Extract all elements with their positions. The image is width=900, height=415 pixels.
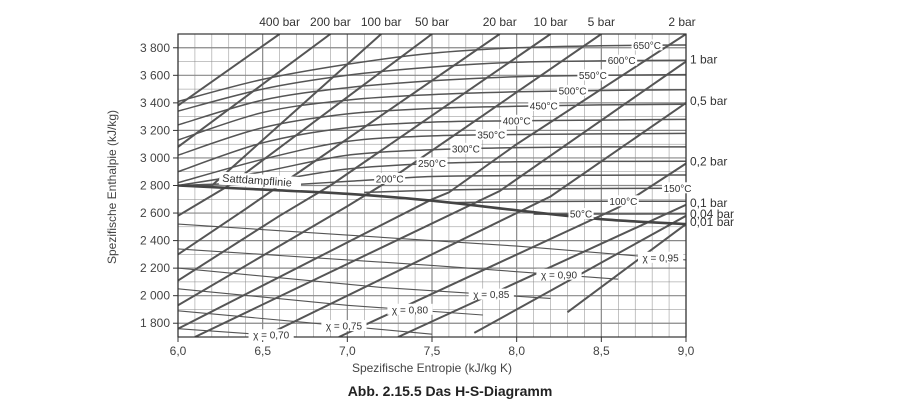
isotherm-label: 350°C bbox=[477, 130, 505, 141]
isotherm-line bbox=[178, 103, 686, 156]
saturation-line bbox=[178, 184, 686, 226]
isobar-label: 200 bar bbox=[310, 15, 351, 29]
isotherm-line bbox=[178, 44, 686, 103]
isotherm-line bbox=[178, 146, 686, 187]
isotherm-label-bg bbox=[607, 195, 639, 207]
y-tick-label: 3 200 bbox=[140, 123, 170, 137]
isotherm-line bbox=[448, 200, 686, 204]
isotherm-label-bg bbox=[631, 39, 663, 51]
isotherm-label: 150°C bbox=[664, 184, 692, 195]
isotherm-line bbox=[178, 132, 686, 184]
isobar-line bbox=[178, 34, 433, 217]
isotherm-label: 650°C bbox=[633, 41, 661, 52]
isotherm-line bbox=[178, 118, 686, 173]
x-tick-label: 8,0 bbox=[508, 344, 525, 358]
figure-caption: Abb. 2.15.5 Das H-S-Diagramm bbox=[347, 383, 553, 399]
isotherm-label: 250°C bbox=[418, 159, 446, 170]
y-tick-label: 2 200 bbox=[140, 261, 170, 275]
quality-label: χ = 0,75 bbox=[326, 322, 363, 333]
isobar-label: 5 bar bbox=[588, 15, 615, 29]
y-tick-label: 3 400 bbox=[140, 96, 170, 110]
quality-label-bg bbox=[468, 288, 514, 300]
isobar-label: 20 bar bbox=[483, 15, 517, 29]
isotherm-line bbox=[279, 174, 686, 187]
isotherm-label: 500°C bbox=[559, 86, 587, 97]
y-tick-label: 3 600 bbox=[140, 68, 170, 82]
x-tick-label: 9,0 bbox=[678, 344, 695, 358]
x-axis-title: Spezifische Entropie (kJ/kg K) bbox=[352, 361, 512, 375]
quality-line bbox=[178, 310, 433, 335]
isobar-line bbox=[178, 34, 281, 107]
isotherm-line bbox=[178, 89, 686, 141]
isobar-line bbox=[178, 34, 552, 282]
y-tick-label: 3 800 bbox=[140, 41, 170, 55]
quality-label: χ = 0,85 bbox=[473, 290, 510, 301]
isotherm-label: 50°C bbox=[570, 210, 592, 221]
quality-label-bg bbox=[248, 329, 294, 341]
isotherm-label-bg bbox=[374, 172, 406, 184]
isobar-label: 10 bar bbox=[534, 15, 568, 29]
isotherm-label-bg bbox=[528, 99, 560, 111]
isobar-line bbox=[566, 223, 686, 314]
quality-label-bg bbox=[321, 320, 367, 332]
quality-label-bg bbox=[387, 303, 433, 315]
isotherm-label: 200°C bbox=[376, 174, 404, 185]
y-tick-label: 3 000 bbox=[140, 151, 170, 165]
saturation-label: Sattdampflinie bbox=[222, 173, 292, 190]
saturation-label-bg bbox=[218, 171, 302, 191]
quality-label: χ = 0,90 bbox=[541, 270, 578, 281]
isobar-line bbox=[178, 34, 602, 307]
quality-label: χ = 0,70 bbox=[253, 331, 290, 342]
quality-label: χ = 0,95 bbox=[643, 253, 680, 264]
x-tick-label: 8,5 bbox=[593, 344, 610, 358]
isobar-label: 0,01 bar bbox=[690, 215, 734, 229]
isobar-label: 100 bar bbox=[361, 15, 402, 29]
hs-diagram: 6,0 6,5 7,0 7,5 8,0 8,5 9,0 1 800 2 000 2 200 2 40… bbox=[105, 15, 734, 375]
isotherm-label-bg bbox=[662, 182, 694, 194]
isotherm-label: 400°C bbox=[503, 116, 531, 127]
isotherm-label: 550°C bbox=[579, 71, 607, 82]
isotherm-label: 450°C bbox=[530, 101, 558, 112]
x-tick-label: 6,0 bbox=[170, 344, 187, 358]
y-axis-title: Spezifische Enthalpie (kJ/kg) bbox=[105, 110, 119, 264]
quality-line bbox=[178, 223, 686, 261]
isotherm-label-bg bbox=[475, 128, 507, 140]
isobar-label: 0,1 bar bbox=[690, 196, 727, 210]
isotherm-label: 300°C bbox=[452, 144, 480, 155]
isobar-label: 0,04 bar bbox=[690, 207, 734, 221]
isotherm-line bbox=[178, 59, 686, 112]
y-tick-label: 2 000 bbox=[140, 289, 170, 303]
quality-label: χ = 0,80 bbox=[392, 305, 429, 316]
x-tick-label: 7,5 bbox=[424, 344, 441, 358]
isotherm-label-bg bbox=[501, 114, 533, 126]
x-tick-label: 7,0 bbox=[339, 344, 356, 358]
y-tick-label: 1 800 bbox=[140, 316, 170, 330]
quality-label-bg bbox=[536, 268, 582, 280]
isotherm-label-bg bbox=[568, 208, 594, 220]
y-tick-label: 2 400 bbox=[140, 234, 170, 248]
isotherm-label-bg bbox=[557, 84, 589, 96]
isobar-line bbox=[338, 162, 686, 337]
isotherm-line bbox=[364, 187, 686, 194]
y-tick-label: 2 800 bbox=[140, 179, 170, 193]
isotherm-label-bg bbox=[606, 54, 638, 66]
isobar-label: 0,2 bar bbox=[690, 154, 727, 168]
axis-ticks: 6,0 6,5 7,0 7,5 8,0 8,5 9,0 1 800 2 000 2 200 2 40… bbox=[140, 41, 695, 358]
isobar-label: 0,5 bar bbox=[690, 94, 727, 108]
isobar-label: 1 bar bbox=[690, 53, 717, 67]
isobar-line bbox=[178, 34, 686, 330]
isotherm-label-bg bbox=[416, 157, 448, 169]
isotherm-label: 600°C bbox=[608, 56, 636, 67]
isotherm-label: 100°C bbox=[609, 197, 637, 208]
x-tick-label: 6,5 bbox=[254, 344, 271, 358]
isobar-label: 2 bar bbox=[668, 15, 695, 29]
quality-line bbox=[178, 288, 483, 316]
isobar-label: 400 bar bbox=[259, 15, 300, 29]
isotherm-label-bg bbox=[450, 142, 482, 154]
y-tick-label: 2 600 bbox=[140, 206, 170, 220]
curve-labels: 400 bar 200 bar 100 bar 50 bar 20 bar 10 bar 5… bbox=[218, 15, 734, 342]
isotherm-label-bg bbox=[577, 69, 609, 81]
quality-label-bg bbox=[638, 251, 684, 263]
isobar-label: 50 bar bbox=[415, 15, 449, 29]
